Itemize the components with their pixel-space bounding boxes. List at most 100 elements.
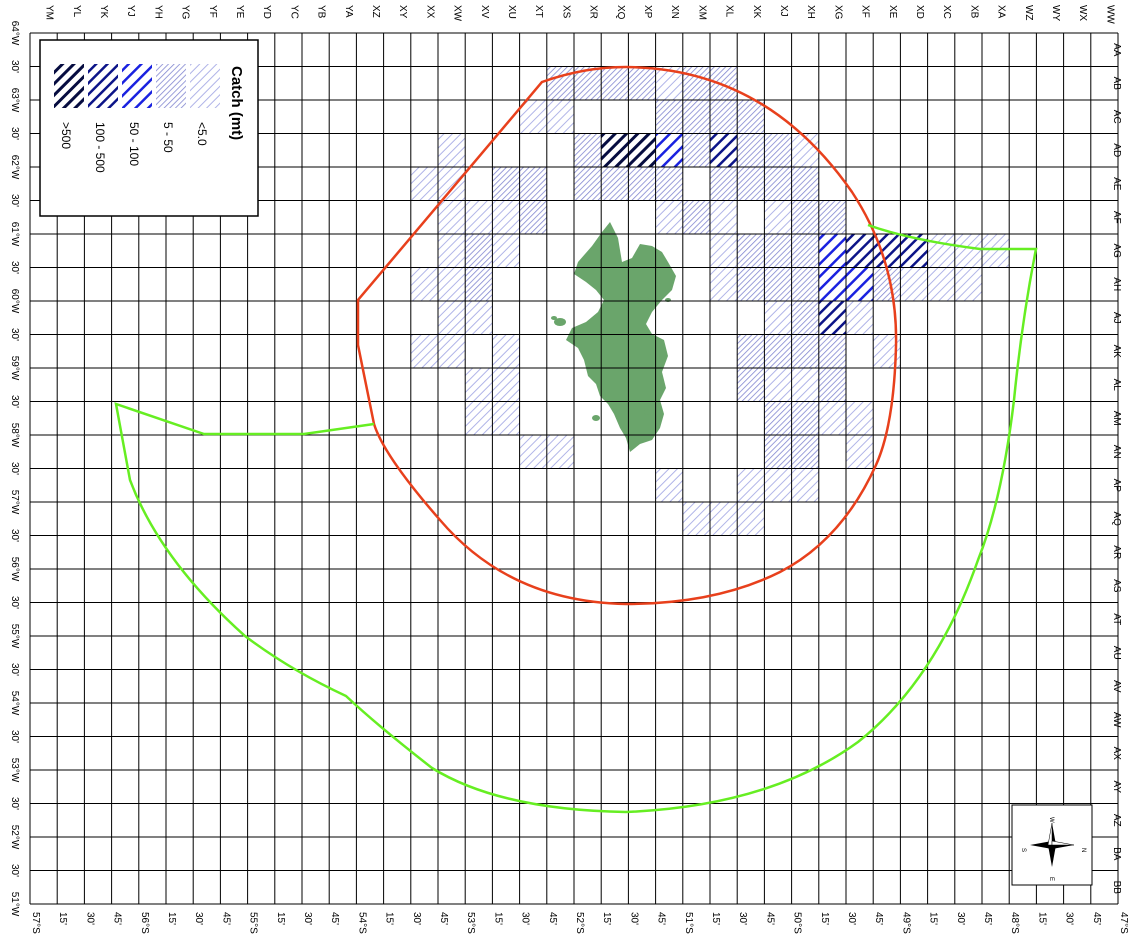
latitude-label: 47°S (1118, 912, 1128, 934)
catch-cell (764, 401, 792, 435)
catch-cell (574, 167, 602, 201)
longitude-label: 30' (9, 730, 20, 743)
catch-cell (737, 100, 765, 134)
row-code-label: XE (887, 5, 898, 19)
legend: Catch (mt) <5.0 5 - 50 50 - 100 100 - 500 >50… (39, 39, 259, 217)
islet (592, 415, 600, 421)
latitude-label: 45' (112, 912, 123, 925)
row-code-label: XF (860, 5, 871, 18)
catch-cell (791, 234, 819, 268)
row-code-label: XW (452, 5, 463, 22)
longitude-label: 51°W (9, 892, 20, 917)
latitude-label: 45' (438, 912, 449, 925)
row-code-label: YG (180, 5, 191, 20)
catch-cell (710, 100, 738, 134)
column-code-label: AY (1111, 780, 1122, 793)
catch-cell (655, 468, 683, 502)
catch-cell (764, 200, 792, 234)
latitude-label: 54°S (356, 912, 367, 934)
catch-cell (764, 301, 792, 335)
catch-cell (954, 234, 982, 268)
column-code-label: AJ (1111, 312, 1122, 324)
catch-cell (791, 200, 819, 234)
row-code-label: XD (914, 5, 925, 19)
catch-cell (465, 200, 493, 234)
catch-cell (791, 167, 819, 201)
column-code-label: AA (1111, 43, 1122, 57)
row-code-label: XQ (615, 5, 626, 20)
latitude-label: 56°S (139, 912, 150, 934)
column-code-label: AG (1111, 244, 1122, 259)
catch-cell (846, 401, 874, 435)
legend-swatch (122, 64, 152, 108)
latitude-label: 15' (166, 912, 177, 925)
catch-cell (737, 334, 765, 368)
catch-cell (846, 267, 874, 301)
row-code-label: XA (996, 5, 1007, 19)
catch-cell (655, 200, 683, 234)
legend-title: Catch (mt) (228, 66, 245, 140)
longitude-label: 30' (9, 797, 20, 810)
longitude-label: 30' (9, 261, 20, 274)
latitude-label: 15' (57, 912, 68, 925)
zone-boundary-line (356, 65, 898, 606)
catch-cell (791, 267, 819, 301)
catch-cell (764, 334, 792, 368)
catch-cell (410, 267, 438, 301)
latitude-label: 45' (220, 912, 231, 925)
legend-swatch (88, 64, 118, 108)
row-code-label: XZ (370, 5, 381, 18)
catch-cell (737, 133, 765, 167)
column-code-label: AB (1111, 77, 1122, 91)
legend-class-label: 50 - 100 (127, 122, 141, 166)
row-code-label: YK (98, 5, 109, 19)
column-code-label: AL (1111, 379, 1122, 392)
compass-north-label: N (1080, 848, 1086, 852)
catch-cell (791, 301, 819, 335)
catch-cell (710, 66, 738, 100)
longitude-label: 62°W (9, 155, 20, 180)
compass-east-label: E (1048, 877, 1054, 881)
longitude-label: 30' (9, 395, 20, 408)
catch-cell (655, 167, 683, 201)
catch-cell (737, 502, 765, 536)
catch-cell (982, 234, 1010, 268)
legend-class-label: >500 (59, 122, 73, 149)
longitude-axis-labels: 64°W 30' 63°W 30' 62°W 30' 61°W 30' 60°W 30' 59°W 3… (9, 21, 20, 917)
catch-cell (601, 133, 629, 167)
catch-cell (574, 133, 602, 167)
catch-cell (492, 200, 520, 234)
longitude-label: 57°W (9, 490, 20, 515)
latitude-label: 30' (84, 912, 95, 925)
column-code-label: AS (1111, 579, 1122, 593)
latitude-label: 45' (547, 912, 558, 925)
latitude-label: 45' (982, 912, 993, 925)
grid-lines (29, 32, 1119, 905)
catch-cell (710, 267, 738, 301)
column-code-label: AV (1111, 680, 1122, 693)
column-code-label: AK (1111, 345, 1122, 359)
column-code-label: AH (1111, 277, 1122, 291)
row-code-label: YH (152, 5, 163, 19)
catch-cell (818, 267, 846, 301)
catch-cell (818, 200, 846, 234)
catch-cell (682, 133, 710, 167)
catch-cell (492, 368, 520, 402)
column-code-label: AW (1111, 712, 1122, 728)
latitude-label: 50°S (792, 912, 803, 934)
catch-cell (438, 334, 466, 368)
catch-cell (954, 267, 982, 301)
catch-cell (737, 368, 765, 402)
catch-cell (682, 66, 710, 100)
row-code-label: YA (343, 5, 354, 18)
longitude-label: 30' (9, 60, 20, 73)
catch-cell (682, 502, 710, 536)
catch-cell (465, 401, 493, 435)
catch-cell (791, 435, 819, 469)
catch-cell (710, 502, 738, 536)
longitude-label: 58°W (9, 423, 20, 448)
catch-cell (492, 167, 520, 201)
catch-cell (764, 267, 792, 301)
legend-class-label: 5 - 50 (161, 122, 175, 153)
catch-cell (818, 401, 846, 435)
